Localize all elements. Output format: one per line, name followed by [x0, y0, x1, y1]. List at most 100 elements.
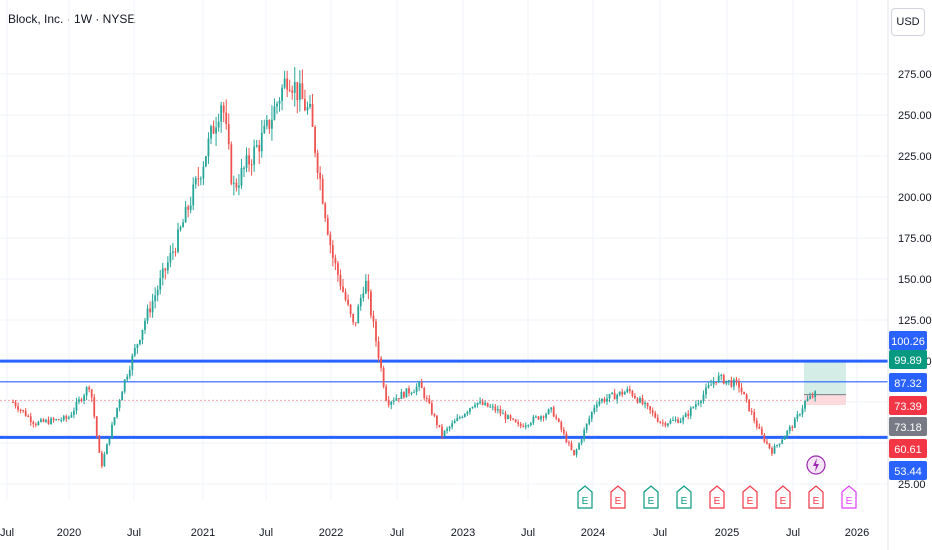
candle-body: [481, 401, 484, 405]
candle-body: [796, 414, 799, 419]
candle-body: [151, 301, 154, 313]
candle-body: [565, 433, 568, 443]
candle-body: [161, 268, 164, 278]
candle-body: [103, 454, 106, 467]
earnings-icon: [775, 485, 791, 509]
candle-body: [720, 374, 723, 376]
candle-body: [651, 410, 654, 413]
candle-body: [557, 418, 560, 422]
earnings-marker[interactable]: E: [577, 485, 593, 509]
candle-body: [496, 409, 499, 411]
x-tick-label: Jul: [521, 527, 535, 539]
candle-body: [187, 206, 190, 210]
y-tick-label: 275.00: [898, 69, 932, 81]
candle-body: [408, 388, 410, 394]
candle-body: [390, 401, 393, 405]
candle-body: [385, 386, 388, 401]
candle-body: [362, 293, 365, 298]
candle-body: [758, 426, 761, 429]
candle-body: [621, 391, 624, 395]
price-tag-bg: [889, 396, 927, 415]
candle-body: [260, 132, 263, 152]
candle-body: [154, 295, 157, 302]
candle-body: [283, 78, 286, 88]
candle-body: [359, 297, 362, 307]
candle-body: [380, 358, 382, 369]
candle-body: [649, 406, 652, 411]
x-tick-label: 2026: [845, 527, 869, 539]
candle-body: [608, 393, 611, 399]
candle-body: [443, 430, 446, 436]
candle-body: [136, 344, 139, 349]
candle-body: [342, 286, 344, 292]
candle-body: [67, 417, 70, 419]
candle-body: [113, 417, 116, 425]
candle-body: [179, 227, 182, 230]
candles: [12, 66, 817, 469]
candle-body: [199, 178, 202, 180]
candle-body: [106, 443, 108, 455]
candle-body: [395, 398, 398, 401]
candle-body: [306, 107, 309, 111]
candle-body: [144, 320, 146, 330]
currency-button[interactable]: USD: [891, 8, 925, 36]
candle-body: [595, 404, 598, 408]
candle-body: [111, 424, 113, 439]
candle-body: [689, 407, 692, 416]
candle-body: [29, 416, 32, 423]
candle-body: [469, 408, 471, 412]
earnings-marker[interactable]: E: [841, 485, 857, 509]
price-tag-label: 60.61: [894, 444, 922, 456]
candle-body: [692, 407, 695, 409]
candle-body: [542, 416, 545, 418]
earnings-marker[interactable]: E: [742, 485, 758, 509]
candle-body: [329, 234, 332, 246]
candle-body: [415, 386, 418, 392]
candle-body: [494, 406, 497, 411]
candle-body: [466, 411, 469, 414]
price-tag-label: 73.39: [894, 401, 922, 413]
candle-body: [778, 443, 781, 445]
candle-body: [288, 89, 291, 91]
earnings-marker[interactable]: E: [709, 485, 725, 509]
candle-body: [684, 413, 687, 418]
earnings-marker[interactable]: E: [775, 485, 791, 509]
candle-body: [578, 443, 580, 450]
candle-body: [354, 322, 357, 324]
candle-body: [309, 103, 311, 108]
candle-body: [88, 387, 91, 390]
candle-body: [212, 126, 215, 134]
earnings-marker[interactable]: E: [808, 485, 824, 509]
candle-body: [24, 410, 27, 417]
candle-body: [344, 291, 347, 300]
earnings-marker[interactable]: E: [643, 485, 659, 509]
earnings-icon: [808, 485, 824, 509]
candle-body: [80, 399, 83, 401]
candle-body: [547, 409, 550, 415]
price-tag: 87.32: [889, 373, 927, 392]
candle-body: [207, 138, 210, 157]
candle-body: [273, 106, 276, 120]
candle-body: [677, 419, 679, 423]
lightning-icon[interactable]: [806, 455, 826, 475]
earnings-marker[interactable]: E: [610, 485, 626, 509]
candle-body: [85, 387, 88, 396]
candle-body: [484, 402, 487, 405]
x-tick-label: 2022: [319, 527, 343, 539]
candle-body: [240, 167, 243, 186]
candle-body: [509, 415, 512, 419]
candle-body: [474, 404, 476, 407]
candle-body: [451, 423, 454, 427]
candle-body: [52, 418, 55, 420]
earnings-marker[interactable]: E: [676, 485, 692, 509]
candle-body: [321, 178, 324, 204]
candle-body: [562, 429, 565, 434]
x-tick-label: 2025: [715, 527, 739, 539]
target-zone: [804, 360, 846, 395]
earnings-letter: E: [813, 496, 820, 507]
candle-body: [606, 398, 608, 402]
candle-body: [639, 398, 641, 403]
candle-body: [253, 146, 256, 165]
earnings-letter: E: [747, 496, 754, 507]
